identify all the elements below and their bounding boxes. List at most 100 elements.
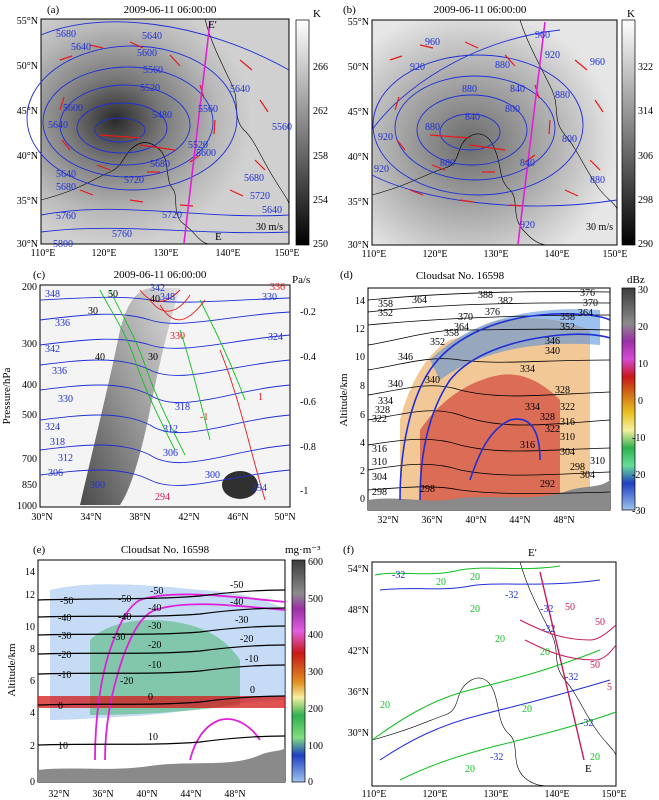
contour-label: 5640 [48,120,68,131]
contour-label: 50 [595,617,605,628]
panel-d-reflectivity-core [420,374,560,510]
lat-tick: 35°N [348,197,369,208]
panel-f-lat-ticks: 54°N 48°N 42°N 36°N 30°N [348,564,369,739]
colorbar-tick: 400 [308,630,323,641]
y-tick: 10 [25,622,35,633]
contour-label: 5760 [112,229,132,240]
panel-c-x-ticks: 30°N 34°N 38°N 42°N 46°N 50°N [31,512,295,523]
y-tick: 12 [355,324,365,335]
lat-tick: 45°N [348,107,369,118]
contour-label: 5640 [56,169,76,180]
contour-label: 340 [425,375,440,386]
colorbar-tick: 500 [308,594,323,605]
lat-tick: 40°N [348,152,369,163]
colorbar-tick: 0 [638,396,643,407]
colorbar-tick: 600 [308,557,323,568]
lon-tick: 140°E [215,248,240,259]
panel-a-section-end: E [215,231,222,243]
contour-label: 880 [440,158,455,169]
contour-label: 840 [520,158,535,169]
panel-f-plot-area [371,561,617,787]
panel-f-contour-labels: -32 20 20 -32 20 -32 50 50 -32 20 20 -32… [380,570,612,775]
x-tick: 32°N [48,789,69,800]
contour-label: 358 [444,328,459,339]
y-tick: 0 [360,494,365,505]
contour-label: 5560 [198,104,218,115]
contour-label: -30 [235,615,248,626]
contour-label: 328 [555,385,570,396]
lat-tick: 42°N [348,646,369,657]
lat-tick: 35°N [17,196,38,207]
y-tick: 10 [355,352,365,363]
contour-label: 5720 [124,175,144,186]
contour-label: 0 [250,685,255,696]
panel-f-section-end: E [585,763,592,775]
contour-label: 298 [372,487,387,498]
contour-label: 334 [525,402,540,413]
contour-label: 304 [560,447,575,458]
contour-label: -1 [200,412,208,423]
panel-d-ylabel: Altitude/km [338,373,350,427]
contour-label: 336 [270,282,285,293]
panel-b-label: (b) [343,4,356,16]
panel-a-unit: K [313,8,321,20]
panel-d-theta-contours [367,291,611,495]
contour-label: 340 [545,346,560,357]
panel-e-temperature-contours [37,589,286,746]
x-tick: 36°N [92,789,113,800]
y-tick: 8 [360,381,365,392]
panel-c: (c) 2009-06-11 06:00:00 348 336 [1,269,316,523]
panel-f-section-start: E' [528,547,537,559]
panel-d-colorbar-ticks: 30 20 10 0 -10 -20 -30 [632,285,648,517]
contour-label: 306 [163,448,178,459]
contour-label: 316 [520,440,535,451]
panel-c-contour-labels: 348 336 342 336 330 324 318 312 306 300 … [45,282,285,503]
contour-label: 5640 [262,205,282,216]
panel-e: (e) Cloudsat No. 16598 -50 -40 -30 -20 -… [6,544,323,800]
colorbar-tick: 20 [638,322,648,333]
x-tick: 30°N [31,512,52,523]
contour-label: -30 [148,621,161,632]
colorbar-tick: 306 [638,151,653,162]
lon-tick: 110°E [362,789,387,800]
panel-a-section-line [183,21,211,244]
panel-a: (a) 2009-06-11 06:00:00 E' E [17,4,328,259]
contour-label: -40 [58,613,71,624]
lat-tick: 40°N [17,151,38,162]
contour-label: 40 [150,294,160,305]
lon-tick: 120°E [422,789,447,800]
lon-tick: 150°E [602,249,627,260]
contour-label: 348 [45,289,60,300]
lon-tick: 150°E [601,789,626,800]
x-tick: 40°N [136,789,157,800]
contour-label: 370 [583,298,598,309]
contour-label: -32 [542,624,555,635]
colorbar-tick: 254 [313,195,328,206]
contour-label: 294 [252,483,267,494]
panel-b-section-line [517,21,546,245]
panel-a-wind-vectors [59,41,269,207]
contour-label: 20 [540,647,550,658]
contour-label: 1 [258,392,263,403]
contour-label: 376 [485,307,500,318]
panel-b-colorbar [621,19,636,246]
contour-label: -32 [490,752,503,763]
contour-label: 322 [545,424,560,435]
contour-label: 300 [205,470,220,481]
contour-label: 5680 [56,182,76,193]
contour-label: -32 [565,672,578,683]
panel-d-label: (d) [340,269,353,281]
contour-label: 50 [565,602,575,613]
lat-tick: 55°N [17,16,38,27]
y-tick: 14 [355,296,365,307]
y-tick: 2 [30,741,35,752]
contour-label: 358 [560,312,575,323]
contour-label: 318 [175,402,190,413]
contour-label: 5640 [230,84,250,95]
panel-d-title: Cloudsat No. 16598 [416,270,505,282]
panel-f-section-line [539,571,585,761]
y-tick: 6 [30,676,35,687]
contour-label: 352 [378,308,393,319]
colorbar-tick: 100 [308,741,323,752]
contour-label: -30 [58,631,71,642]
